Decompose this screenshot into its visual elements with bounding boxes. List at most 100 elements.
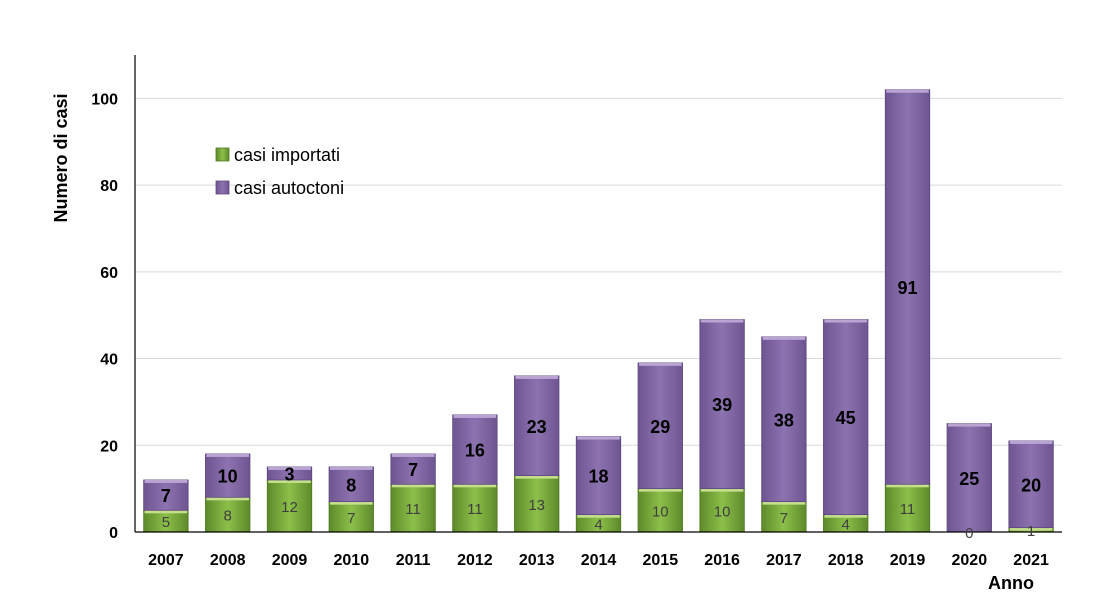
y-tick-label-20: 20 — [100, 438, 118, 455]
bar-autochthonous-top-2014 — [577, 436, 620, 440]
bar-imported-2008 — [205, 496, 251, 533]
x-tick-label-2019: 2019 — [890, 552, 926, 569]
x-tick-label-2009: 2009 — [272, 552, 308, 569]
bar-imported-top-2013 — [515, 475, 558, 479]
data-label-imported-2008: 8 — [224, 508, 232, 525]
x-tick-label-2021: 2021 — [1013, 552, 1049, 569]
bar-imported-top-2015 — [639, 488, 682, 492]
bar-autochthonous-top-2012 — [453, 414, 497, 418]
data-label-imported-2021: 1 — [1027, 523, 1035, 540]
bar-imported-top-2021 — [1009, 527, 1053, 531]
data-label-autochthonous-2012: 16 — [465, 441, 485, 461]
data-label-imported-2009: 12 — [281, 499, 298, 516]
x-tick-label-2014: 2014 — [581, 552, 617, 569]
bar-imported-top-2018 — [824, 514, 867, 518]
bar-autochthonous-2014 — [575, 436, 622, 516]
data-label-autochthonous-2021: 20 — [1021, 475, 1041, 495]
y-tick-label-0: 0 — [109, 525, 118, 542]
data-label-imported-2012: 11 — [467, 501, 483, 518]
data-label-imported-2016: 10 — [714, 503, 731, 520]
legend-item-imported: casi importati — [215, 145, 340, 165]
bar-imported-2015 — [637, 488, 683, 533]
bar-autochthonous-top-2018 — [824, 319, 867, 323]
bar-imported-top-2016 — [700, 488, 744, 492]
bar-autochthonous-top-2021 — [1009, 440, 1053, 444]
legend-label-autochthonous: casi autoctoni — [234, 178, 344, 198]
bar-autochthonous-top-2011 — [391, 453, 435, 457]
bar-imported-2010 — [328, 501, 374, 533]
bar-autochthonous-2015 — [637, 362, 683, 490]
bar-autochthonous-2007 — [143, 479, 189, 511]
x-tick-label-2013: 2013 — [519, 552, 555, 569]
legend-label-imported: casi importati — [234, 145, 340, 165]
data-label-autochthonous-2020: 25 — [959, 469, 979, 489]
x-tick-label-2020: 2020 — [952, 552, 988, 569]
x-tick-label-2010: 2010 — [334, 552, 370, 569]
data-labels: 5781012378117111613234181029103973844511… — [161, 278, 1041, 542]
bar-autochthonous-top-2008 — [206, 453, 249, 457]
y-tick-label-60: 60 — [100, 265, 118, 282]
data-label-autochthonous-2015: 29 — [650, 417, 670, 437]
bar-autochthonous-top-2015 — [639, 362, 682, 366]
data-label-imported-2017: 7 — [780, 510, 788, 527]
bar-autochthonous-top-2017 — [762, 336, 806, 340]
x-tick-label-2016: 2016 — [704, 552, 740, 569]
bar-imported-top-2012 — [453, 484, 497, 488]
bar-imported-2013 — [514, 475, 560, 533]
x-tick-label-2012: 2012 — [457, 552, 493, 569]
data-label-imported-2013: 13 — [528, 497, 545, 514]
data-label-imported-2019: 11 — [900, 501, 916, 518]
bar-autochthonous-2017 — [761, 336, 807, 503]
bar-autochthonous-top-2013 — [515, 375, 558, 379]
x-tick-label-2011: 2011 — [396, 552, 431, 569]
bar-autochthonous-2020 — [946, 423, 992, 533]
y-tick-label-100: 100 — [91, 91, 118, 108]
y-axis-label: Numero di casi — [51, 93, 71, 222]
bar-imported-top-2011 — [391, 484, 435, 488]
data-label-autochthonous-2008: 10 — [218, 467, 238, 487]
data-label-imported-2007: 5 — [162, 514, 170, 531]
bar-autochthonous-top-2009 — [268, 466, 311, 470]
legend-swatch-imported — [215, 147, 230, 162]
data-label-autochthonous-2017: 38 — [774, 410, 794, 430]
bar-imported-2012 — [452, 483, 498, 533]
bar-imported-top-2008 — [206, 497, 249, 501]
y-tick-label-80: 80 — [100, 178, 118, 195]
bar-imported-top-2014 — [577, 514, 620, 518]
x-tick-label-2007: 2007 — [148, 552, 184, 569]
x-tick-label-2015: 2015 — [643, 552, 679, 569]
bar-autochthonous-top-2019 — [886, 89, 929, 93]
bar-autochthonous-top-2007 — [144, 479, 188, 483]
y-tick-label-40: 40 — [100, 352, 118, 369]
bar-imported-2019 — [884, 483, 931, 533]
bar-imported-top-2009 — [268, 479, 311, 483]
data-label-autochthonous-2011: 7 — [408, 460, 418, 480]
bar-autochthonous-2011 — [390, 453, 436, 485]
data-label-imported-2020: 0 — [965, 525, 973, 542]
data-label-autochthonous-2009: 3 — [284, 464, 294, 484]
bar-imported-top-2017 — [762, 501, 806, 505]
bars — [143, 89, 1054, 533]
bar-autochthonous-2018 — [823, 319, 869, 516]
data-label-autochthonous-2016: 39 — [712, 395, 732, 415]
bar-imported-top-2007 — [144, 510, 188, 514]
data-label-autochthonous-2018: 45 — [836, 408, 856, 428]
bar-autochthonous-2012 — [452, 414, 498, 485]
data-label-imported-2011: 11 — [405, 501, 421, 518]
data-label-autochthonous-2010: 8 — [346, 475, 356, 495]
legend: casi importati casi autoctoni — [215, 145, 344, 198]
x-tick-label-2008: 2008 — [210, 552, 246, 569]
data-label-imported-2010: 7 — [347, 510, 355, 527]
x-axis-label: Anno — [988, 573, 1034, 593]
data-label-autochthonous-2014: 18 — [588, 467, 608, 487]
x-tick-label-2018: 2018 — [828, 552, 864, 569]
data-label-autochthonous-2013: 23 — [527, 417, 547, 437]
bar-autochthonous-top-2010 — [330, 466, 373, 470]
data-label-imported-2014: 4 — [594, 516, 602, 533]
x-tick-label-2017: 2017 — [766, 552, 802, 569]
legend-swatch-autochthonous — [215, 180, 230, 195]
data-label-autochthonous-2019: 91 — [897, 278, 917, 298]
bar-imported-top-2019 — [886, 484, 929, 488]
